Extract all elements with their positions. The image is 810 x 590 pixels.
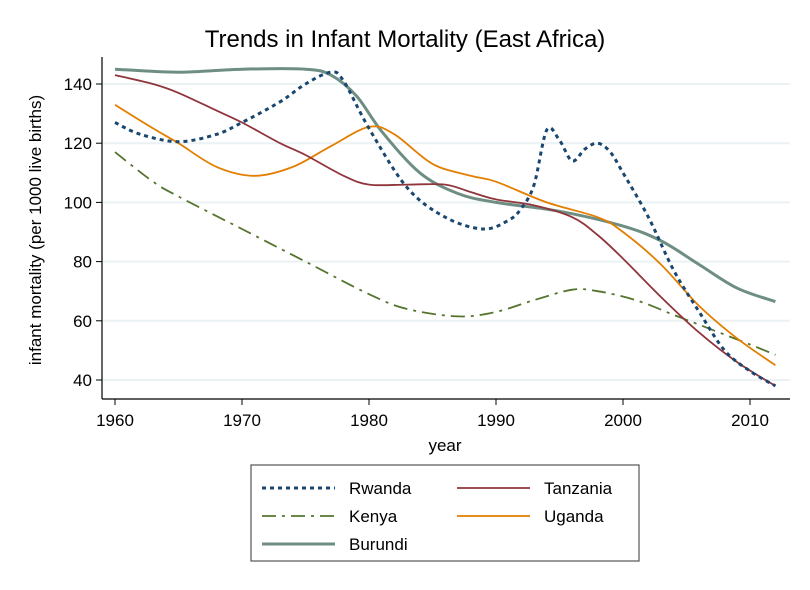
series-line-rwanda <box>114 70 777 388</box>
series-line-uganda <box>114 103 776 366</box>
series-line-burundi <box>114 67 776 304</box>
legend-item-tanzania: Tanzania <box>457 479 613 498</box>
x-axis-label: year <box>428 436 461 455</box>
legend-items: Rwanda Tanzania Kenya Uganda Burundi <box>262 479 613 554</box>
x-tick-label: 1990 <box>477 411 515 430</box>
y-tick-label: 120 <box>64 134 92 153</box>
y-ticks: 40 60 80 100 120 140 <box>64 75 102 390</box>
legend-label: Tanzania <box>544 479 613 498</box>
x-tick-label: 2000 <box>604 411 642 430</box>
series-layer <box>114 67 777 388</box>
y-tick-label: 80 <box>73 253 92 272</box>
y-axis-label: infant mortality (per 1000 live births) <box>26 95 45 365</box>
legend-label: Uganda <box>544 507 604 526</box>
y-tick-label: 60 <box>73 312 92 331</box>
x-tick-label: 1970 <box>223 411 261 430</box>
legend-item-rwanda: Rwanda <box>262 479 412 498</box>
x-tick-label: 1960 <box>96 411 134 430</box>
x-tick-label: 1980 <box>350 411 388 430</box>
gridlines <box>103 83 790 381</box>
y-tick-label: 140 <box>64 75 92 94</box>
x-tick-label: 2010 <box>731 411 769 430</box>
legend-label: Kenya <box>349 507 398 526</box>
legend: Rwanda Tanzania Kenya Uganda Burundi <box>250 464 640 562</box>
legend-item-burundi: Burundi <box>262 535 408 554</box>
legend-label: Burundi <box>349 535 408 554</box>
y-tick-label: 100 <box>64 193 92 212</box>
legend-item-kenya: Kenya <box>262 507 398 526</box>
legend-item-uganda: Uganda <box>457 507 604 526</box>
series-line-tanzania <box>114 74 776 387</box>
chart-title: Trends in Infant Mortality (East Africa) <box>205 26 606 53</box>
x-ticks: 1960 1970 1980 1990 2000 2010 <box>96 399 769 430</box>
y-tick-label: 40 <box>73 371 92 390</box>
legend-label: Rwanda <box>349 479 412 498</box>
